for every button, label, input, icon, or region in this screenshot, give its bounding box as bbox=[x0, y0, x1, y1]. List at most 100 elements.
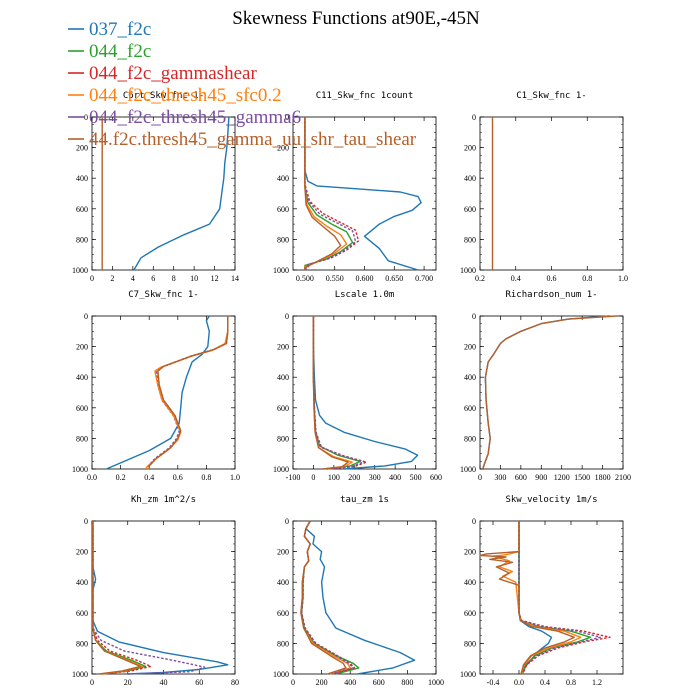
x-tick-label: 400 bbox=[344, 678, 356, 687]
series-line-3 bbox=[92, 521, 152, 675]
y-tick-label: 200 bbox=[277, 548, 289, 557]
y-tick-label: 600 bbox=[277, 609, 289, 618]
x-tick-label: 80 bbox=[231, 678, 239, 687]
x-tick-label: 0.4 bbox=[144, 473, 154, 482]
y-tick-label: 400 bbox=[277, 174, 289, 183]
series-line-1 bbox=[133, 116, 230, 271]
x-tick-label: 40 bbox=[160, 678, 168, 687]
y-tick-label: 1000 bbox=[460, 465, 476, 474]
x-tick-label: 100 bbox=[328, 473, 340, 482]
legend-entry: 037_f2c bbox=[68, 19, 151, 40]
y-tick-label: 600 bbox=[76, 205, 88, 214]
series-line-6 bbox=[312, 316, 349, 470]
series-line-5 bbox=[312, 316, 366, 470]
x-tick-label: 0.6 bbox=[547, 274, 557, 283]
x-tick-label: 0 bbox=[311, 473, 315, 482]
y-tick-label: 0 bbox=[84, 312, 88, 321]
x-tick-label: 0.4 bbox=[511, 274, 521, 283]
panel-title: Skw_velocity 1m/s bbox=[505, 495, 597, 505]
y-tick-label: 200 bbox=[464, 343, 476, 352]
y-tick-label: 600 bbox=[277, 404, 289, 413]
x-tick-label: 300 bbox=[494, 473, 506, 482]
series-line-6 bbox=[300, 520, 347, 675]
y-tick-label: 0 bbox=[285, 517, 289, 526]
y-tick-label: 1000 bbox=[72, 465, 88, 474]
plot-frame bbox=[479, 315, 624, 470]
y-tick-label: 800 bbox=[76, 434, 88, 443]
panel-title: C7_Skw_fnc 1- bbox=[128, 290, 198, 300]
series-line-5 bbox=[148, 316, 229, 469]
series-line-1 bbox=[304, 117, 422, 271]
x-tick-label: 8 bbox=[172, 274, 176, 283]
x-tick-label: 0.8 bbox=[201, 473, 211, 482]
y-tick-label: 600 bbox=[76, 404, 88, 413]
y-tick-label: 400 bbox=[76, 578, 88, 587]
legend-label: 044_f2c_gammashear bbox=[89, 63, 257, 84]
x-tick-label: 600 bbox=[430, 473, 442, 482]
panel-title: Richardson_num 1- bbox=[505, 290, 597, 300]
series-line-3 bbox=[518, 521, 611, 675]
y-tick-label: 800 bbox=[464, 639, 476, 648]
x-tick-label: 400 bbox=[389, 473, 401, 482]
panel-5: Lscale 1.0m 0 200 400 600 800 1000-100 0 100 200 3… bbox=[273, 290, 442, 482]
y-tick-label: 600 bbox=[277, 205, 289, 214]
x-tick-label: 500 bbox=[410, 473, 422, 482]
panel-title: C1_Skw_fnc 1- bbox=[516, 91, 586, 101]
y-tick-label: 1000 bbox=[273, 465, 289, 474]
y-tick-label: 1000 bbox=[273, 266, 289, 275]
legend-label: 037_f2c bbox=[89, 19, 151, 40]
x-tick-label: 0 bbox=[291, 678, 295, 687]
x-tick-label: -0.4 bbox=[487, 678, 500, 687]
series-line-5 bbox=[92, 521, 206, 675]
x-tick-label: 600 bbox=[515, 473, 527, 482]
series-line-2 bbox=[92, 521, 147, 675]
y-tick-label: 200 bbox=[464, 144, 476, 153]
panel-title: C6rt_Skw_fnc 1- bbox=[123, 91, 204, 101]
x-tick-label: 1200 bbox=[554, 473, 570, 482]
plot-frame bbox=[479, 116, 624, 271]
y-tick-label: 0 bbox=[472, 113, 476, 122]
x-tick-label: 1.0 bbox=[618, 274, 628, 283]
y-tick-label: 400 bbox=[464, 373, 476, 382]
y-tick-label: 400 bbox=[464, 174, 476, 183]
legend-label: 044_f2c_thresh45_gamma6 bbox=[89, 107, 301, 128]
panel-9: Skw_velocity 1m/s 0 200 400 600 800 1000 -0.4 0.… bbox=[460, 495, 624, 687]
legend-label: 044_f2c bbox=[89, 41, 151, 62]
panel-title: Kh_zm 1m^2/s bbox=[131, 495, 196, 505]
y-tick-label: 400 bbox=[76, 373, 88, 382]
y-tick-label: 0 bbox=[84, 517, 88, 526]
plot-frame bbox=[292, 520, 437, 675]
y-tick-label: 800 bbox=[277, 639, 289, 648]
series-line-4 bbox=[492, 521, 582, 675]
x-tick-label: 0.700 bbox=[415, 274, 433, 283]
panel-2: C11_Skw_fnc 1count 0 200 400 600 800 1000 0.500… bbox=[273, 91, 437, 283]
y-tick-label: 400 bbox=[277, 373, 289, 382]
series-line-5 bbox=[304, 117, 357, 271]
x-tick-label: 60 bbox=[195, 678, 203, 687]
series-line-1 bbox=[482, 315, 610, 470]
y-tick-label: 400 bbox=[277, 578, 289, 587]
x-tick-label: 12 bbox=[211, 274, 219, 283]
x-tick-label: 0.8 bbox=[582, 274, 592, 283]
y-tick-label: 800 bbox=[76, 235, 88, 244]
x-tick-label: 0.600 bbox=[356, 274, 374, 283]
series-line-3 bbox=[312, 316, 368, 470]
legend-entry: 044_f2c bbox=[68, 41, 151, 62]
x-tick-label: 0 bbox=[90, 678, 94, 687]
x-tick-label: 0 bbox=[90, 274, 94, 283]
series-line-6 bbox=[479, 521, 575, 675]
x-tick-label: 0.2 bbox=[116, 473, 126, 482]
x-tick-label: 1500 bbox=[574, 473, 590, 482]
x-tick-label: 14 bbox=[231, 274, 239, 283]
y-tick-label: 0 bbox=[84, 113, 88, 122]
x-tick-label: 200 bbox=[316, 678, 328, 687]
y-tick-label: 800 bbox=[76, 639, 88, 648]
y-tick-label: 200 bbox=[464, 548, 476, 557]
y-tick-label: 1000 bbox=[72, 670, 88, 679]
y-tick-label: 600 bbox=[464, 404, 476, 413]
y-tick-label: 600 bbox=[464, 609, 476, 618]
